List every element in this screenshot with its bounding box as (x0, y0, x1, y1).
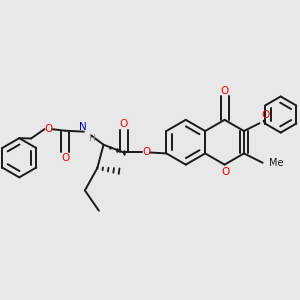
Text: Me: Me (269, 158, 284, 168)
Text: H: H (88, 134, 95, 143)
Text: O: O (44, 124, 52, 134)
Text: O: O (261, 110, 269, 120)
Text: O: O (120, 119, 128, 130)
Text: O: O (142, 148, 150, 158)
Text: O: O (221, 167, 229, 177)
Text: N: N (79, 122, 86, 132)
Text: O: O (61, 153, 69, 163)
Text: O: O (220, 86, 229, 96)
